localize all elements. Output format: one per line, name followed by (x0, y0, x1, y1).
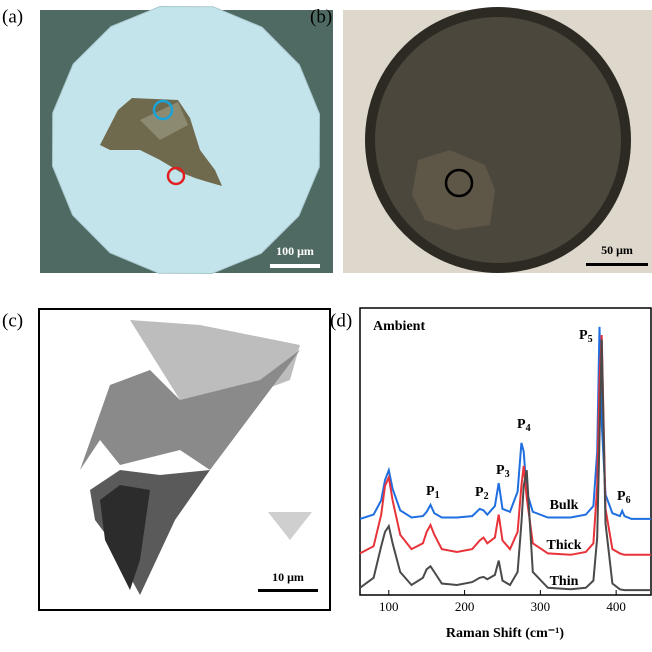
scale-label: 50 μm (601, 243, 633, 257)
spectrum-line (360, 340, 651, 590)
peak-label: P6 (617, 489, 631, 506)
scale-bar (258, 589, 318, 592)
spectrum-line (360, 335, 651, 555)
scale-label: 100 μm (276, 244, 314, 258)
panel-label: (c) (2, 310, 23, 331)
peak-label: P1 (426, 484, 440, 501)
annotation: Ambient (373, 319, 425, 334)
plot-frame (360, 308, 651, 595)
scale-label: 10 μm (272, 570, 304, 584)
panel-d: (d) Ambient Raman Shift (cm⁻¹) 100 200 300… (330, 308, 651, 641)
x-axis-label: Raman Shift (cm⁻¹) (446, 626, 564, 641)
peak-label-sub: 4 (526, 423, 531, 434)
x-tick-label: 300 (531, 599, 551, 614)
sample-chamber (370, 12, 626, 268)
legend-label: Bulk (550, 498, 579, 513)
peak-label-sub: 5 (588, 334, 593, 345)
x-tick-label: 200 (455, 599, 475, 614)
peak-label: P2 (475, 485, 489, 502)
x-tick-label: 100 (379, 599, 399, 614)
figure: 100 μm (a) 50 μm (b) 10 μm (c) (d) Ambie… (0, 0, 652, 652)
panel-label: (d) (330, 310, 352, 331)
peak-label-sub: 2 (484, 491, 489, 502)
page: 100 μm (a) 50 μm (b) 10 μm (c) (d) Ambie… (0, 0, 652, 652)
panel-b: 50 μm (b) (310, 6, 652, 273)
peak-label: P4 (517, 417, 531, 434)
panel-c: 10 μm (c) (2, 309, 330, 610)
legend-label: Thin (550, 574, 579, 589)
peak-label: P3 (496, 463, 510, 480)
legend-label: Thick (546, 538, 581, 553)
peak-label: P5 (579, 328, 593, 345)
peak-label-sub: 6 (626, 495, 631, 506)
scale-bar (270, 264, 320, 268)
peak-label-sub: 3 (505, 469, 510, 480)
x-tick-label: 400 (606, 599, 626, 614)
scale-bar (586, 263, 648, 266)
panel-label: (b) (310, 6, 332, 27)
peak-label-sub: 1 (435, 490, 440, 501)
panel-a: 100 μm (a) (2, 6, 333, 273)
panel-label: (a) (2, 6, 23, 27)
spectrum-line (360, 327, 651, 519)
